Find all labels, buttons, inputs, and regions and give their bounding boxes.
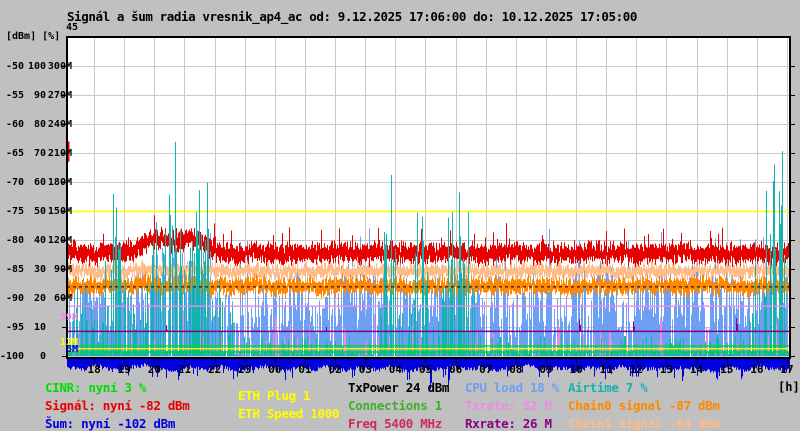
legend-item: Chain1 signal -84 dBm [568,416,720,431]
hour-label: 19 [117,363,131,376]
axis-value-marker: 6M [65,344,78,356]
hour-label: 02 [328,363,342,376]
axis-value-marker: 39M [59,312,78,324]
legend-item: Chain0 signal -87 dBm [568,398,720,413]
y-axis-row: -50 100 300M [5,61,72,72]
hour-label: 12 [629,363,643,376]
y-axis-row: -70 60 180M [5,177,72,188]
hour-label: 14 [689,363,704,376]
legend-item: Šum: nyní -102 dBm [45,416,176,431]
hour-label: 03 [358,363,372,376]
hour-label: 05 [418,363,433,376]
hour-label: 16 [750,363,764,376]
hour-label: 00 [268,363,282,376]
hour-label: 18 [87,363,101,376]
y-axis-row: -100 0 [0,351,46,362]
hour-label: 15 [720,363,734,376]
y-axis-row: -55 90 270M [5,90,72,101]
y-axis-row: -90 20 60M [5,293,72,304]
y-axis-row: -80 40 120M [5,235,72,246]
x-axis-unit-label: [h] [778,380,800,394]
hour-label: 09 [539,363,553,376]
hour-label: 10 [569,363,583,376]
y-axis-unit-label: [dBm] [%] [6,31,61,42]
legend-item: ETH Plug 1 [238,388,311,403]
hour-label: 08 [509,363,523,376]
legend-item: Rxrate: 26 M [465,416,552,431]
legend-item: ETH Speed 1000 [238,406,340,421]
legend-item: Txrate: 52 M [465,398,552,413]
hour-label: 23 [238,363,252,376]
legend-item: Freq 5400 MHz [348,416,442,431]
y-axis-row: -65 70 210M [5,148,72,159]
legend-item: Airtime 7 % [568,380,648,395]
legend-item: TxPower 24 dBm [348,380,450,395]
y-axis-row: -60 80 240M [5,119,72,130]
legend-item: CPU load 18 % [465,380,559,395]
y-axis-top-value: 45 [66,22,79,33]
hour-label: 01 [298,363,312,376]
hour-label: 20 [147,363,161,376]
legend-item: Signál: nyní -82 dBm [45,398,190,413]
hour-label: 11 [599,363,613,376]
y-axis-row: -75 50 150M [5,206,72,217]
hour-label: 06 [448,363,463,376]
hour-label: 22 [207,363,222,376]
y-axis-row: -95 10 [5,322,46,333]
hour-label: 04 [388,363,402,376]
page-title: Signál a šum radia vresnik_ap4_ac od: 9.… [67,9,638,24]
axis-value-marker: 13M [59,337,78,349]
hour-label: 21 [177,363,192,376]
hour-label: 17 [780,363,794,376]
hour-label: 07 [479,363,493,376]
legend-item: Connections 1 [348,398,442,413]
y-axis-row: -85 30 90M [5,264,72,275]
legend-item: CINR: nyní 3 % [45,380,147,395]
hour-label: 13 [659,363,674,376]
